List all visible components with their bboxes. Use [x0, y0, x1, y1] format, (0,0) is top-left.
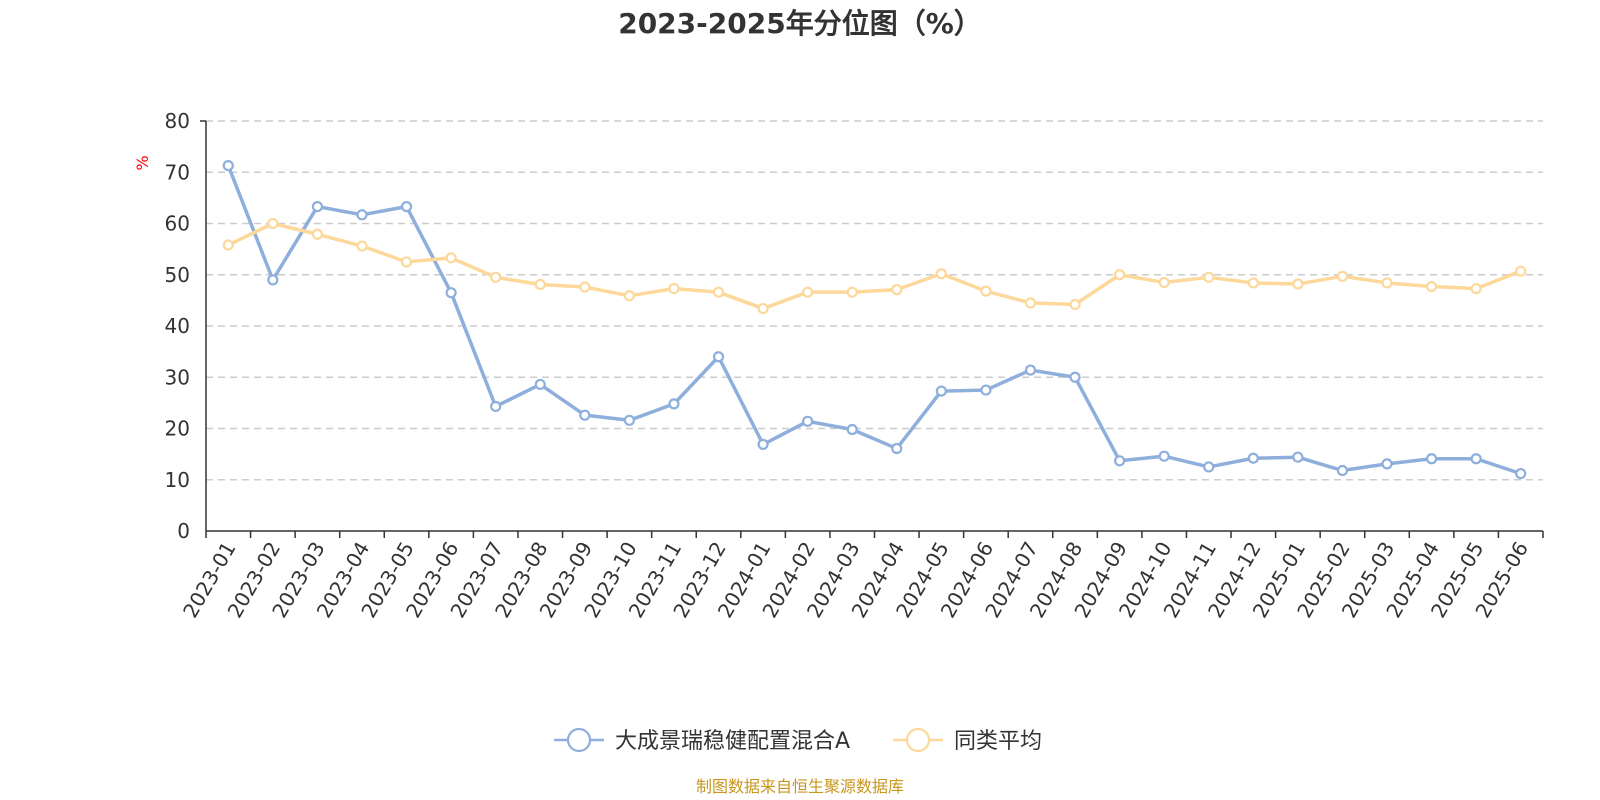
legend-item-0: 大成景瑞稳健配置混合A: [554, 727, 850, 754]
data-point: [1336, 464, 1349, 477]
series-1: [222, 217, 1527, 315]
data-point: [311, 200, 324, 213]
legend-label: 同类平均: [954, 729, 1042, 754]
data-point: [668, 282, 680, 295]
y-tick-label: 40: [165, 314, 190, 338]
y-tick-label: 80: [165, 109, 190, 133]
data-point: [935, 385, 947, 397]
data-point: [222, 159, 234, 172]
series-line-0: [226, 163, 1523, 476]
data-point: [222, 239, 234, 251]
data-point: [1292, 451, 1304, 463]
data-point: [1336, 270, 1349, 282]
data-point: [1203, 461, 1215, 473]
data-point: [490, 400, 502, 413]
data-point: [1381, 277, 1393, 289]
data-point: [802, 286, 814, 298]
legend-circle-marker: [905, 727, 931, 753]
data-point: [623, 290, 635, 302]
data-point: [311, 228, 324, 240]
data-point: [891, 284, 903, 296]
data-point: [579, 409, 591, 421]
data-point: [400, 200, 413, 213]
data-point: [1158, 276, 1170, 289]
data-point: [1425, 453, 1438, 465]
data-point: [445, 252, 457, 264]
series-line-1: [226, 221, 1523, 311]
data-point: [935, 268, 947, 280]
data-point: [356, 240, 368, 252]
data-point: [1425, 280, 1438, 293]
series-layer: [222, 159, 1527, 480]
data-point: [757, 438, 769, 450]
y-tick-label: 70: [165, 160, 190, 184]
chart-title: 2023-2025年分位图（%）: [618, 7, 982, 40]
series-0: [222, 159, 1527, 480]
y-tick-label: 10: [165, 468, 190, 492]
data-point: [712, 351, 725, 363]
data-point: [1470, 282, 1482, 295]
data-point: [623, 414, 635, 426]
data-point: [846, 423, 858, 436]
data-point: [1069, 298, 1081, 311]
y-tick-label: 30: [165, 365, 190, 389]
data-point: [579, 281, 591, 293]
data-point: [1381, 458, 1393, 470]
data-point: [1515, 265, 1527, 277]
data-point: [712, 286, 725, 298]
grid-lines: [206, 120, 1543, 481]
data-point: [534, 378, 546, 391]
legend-label: 大成景瑞稳健配置混合A: [615, 729, 850, 754]
data-point: [356, 209, 368, 221]
y-tick-label: 20: [165, 417, 190, 441]
data-point: [980, 384, 992, 396]
data-point: [1515, 468, 1527, 480]
data-point: [1114, 455, 1126, 467]
data-point: [1024, 297, 1037, 309]
data-point: [534, 278, 546, 291]
data-point: [400, 256, 413, 268]
data-point: [445, 287, 457, 299]
y-tick-label: 60: [165, 212, 190, 236]
data-point: [1114, 269, 1126, 281]
legend: 大成景瑞稳健配置混合A 同类平均: [554, 727, 1042, 754]
data-point: [668, 398, 680, 410]
data-point: [267, 217, 279, 230]
data-point: [267, 274, 279, 286]
data-point: [1024, 364, 1037, 376]
data-point: [1247, 277, 1259, 289]
y-tick-label: 0: [177, 519, 190, 543]
data-point: [1203, 271, 1215, 283]
y-tick-label: 50: [165, 263, 190, 287]
data-point: [757, 302, 769, 315]
data-point: [980, 285, 992, 297]
data-source-note: 制图数据来自恒生聚源数据库: [696, 777, 904, 796]
data-point: [1247, 452, 1259, 464]
axes: 010203040506070802023-012023-022023-0320…: [165, 109, 1544, 622]
y-unit-label: %: [133, 155, 152, 170]
data-point: [1292, 278, 1304, 290]
data-point: [1158, 450, 1170, 462]
data-point: [891, 442, 903, 455]
data-point: [846, 286, 858, 298]
legend-circle-marker: [566, 727, 592, 753]
data-point: [490, 271, 502, 283]
data-point: [1069, 371, 1081, 383]
legend-item-1: 同类平均: [893, 727, 1042, 754]
data-point: [1470, 453, 1482, 465]
data-point: [802, 415, 814, 427]
